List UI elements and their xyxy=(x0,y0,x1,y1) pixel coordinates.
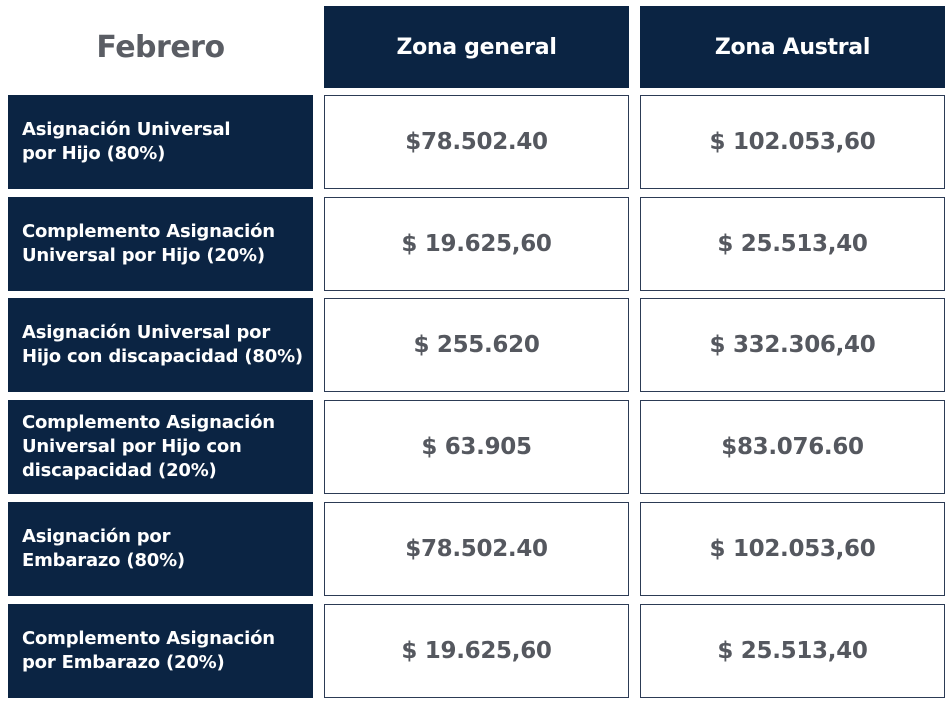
row-label-auh-discapacidad: Asignación Universal por Hijo con discap… xyxy=(8,298,313,392)
month-title: Febrero xyxy=(96,29,225,65)
column-header-zona-general: Zona general xyxy=(324,6,629,88)
cell-auh-discapacidad-austral: $ 332.306,40 xyxy=(640,298,945,392)
cell-complemento-auh-austral: $ 25.513,40 xyxy=(640,197,945,291)
cell-embarazo-austral: $ 102.053,60 xyxy=(640,502,945,596)
cell-auh-austral: $ 102.053,60 xyxy=(640,95,945,189)
row-label-complemento-embarazo: Complemento Asignación por Embarazo (20%… xyxy=(8,604,313,698)
cell-complemento-auh-discapacidad-general: $ 63.905 xyxy=(324,400,629,494)
cell-auh-general: $78.502.40 xyxy=(324,95,629,189)
cell-complemento-auh-general: $ 19.625,60 xyxy=(324,197,629,291)
cell-auh-discapacidad-general: $ 255.620 xyxy=(324,298,629,392)
cell-embarazo-general: $78.502.40 xyxy=(324,502,629,596)
row-label-auh: Asignación Universal por Hijo (80%) xyxy=(8,95,313,189)
cell-complemento-auh-discapacidad-austral: $83.076.60 xyxy=(640,400,945,494)
row-label-embarazo: Asignación por Embarazo (80%) xyxy=(8,502,313,596)
row-label-complemento-auh-discapacidad: Complemento Asignación Universal por Hij… xyxy=(8,400,313,494)
cell-complemento-embarazo-general: $ 19.625,60 xyxy=(324,604,629,698)
row-label-complemento-auh: Complemento Asignación Universal por Hij… xyxy=(8,197,313,291)
column-header-zona-austral: Zona Austral xyxy=(640,6,945,88)
cell-complemento-embarazo-austral: $ 25.513,40 xyxy=(640,604,945,698)
